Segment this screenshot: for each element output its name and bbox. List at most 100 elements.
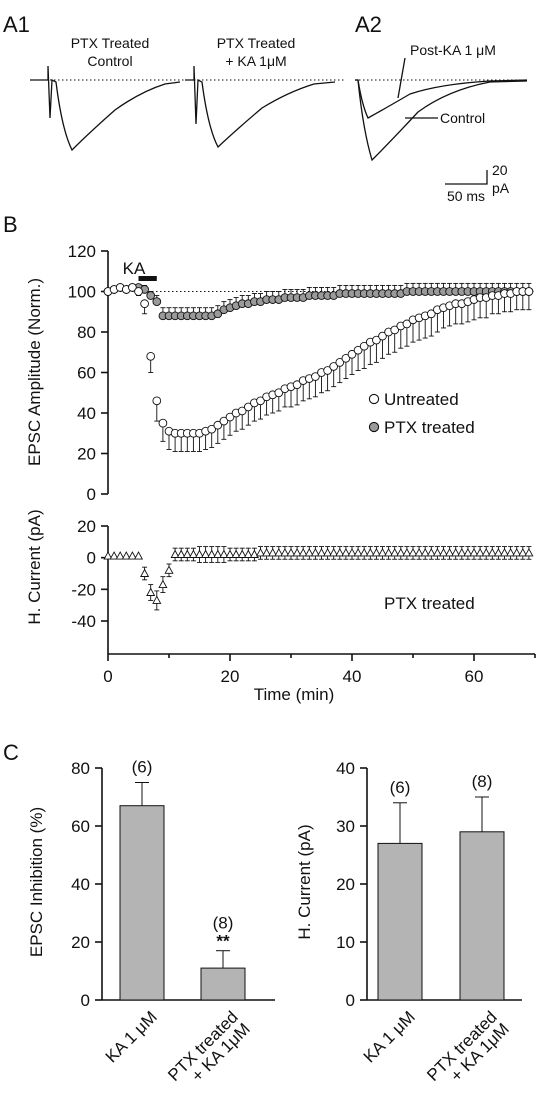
pointer-post-ka: [397, 57, 406, 99]
trace-labels-a1: PTX Treated Control PTX Treated + KA 1μM: [71, 35, 296, 69]
y-tick-label-current: 20: [77, 517, 96, 536]
legend-marker-ptx: [368, 421, 380, 433]
category-label-line-h-current: KA 1 μM: [360, 1007, 419, 1066]
data-point-untreated: [390, 325, 400, 335]
y-tick-label-h-current: 20: [336, 875, 355, 894]
data-point-triangle: [286, 547, 296, 557]
chart-epsc-time-course: EPSC Amplitude (Norm.) 0 20 40 60 80 100 120 K…: [25, 242, 535, 504]
category-label-inhibition: KA 1 μM: [102, 1007, 161, 1066]
epsc-trace-ptx-control: [30, 65, 181, 152]
marks-epsc-time-course: [103, 282, 534, 452]
epsc-traces-a1: [30, 65, 345, 152]
data-point-triangle: [164, 565, 174, 574]
y-tick-label-current: -40: [71, 612, 96, 631]
data-point-triangle: [194, 549, 205, 558]
category-label-h-current: PTX treated+ KA 1μM: [423, 1007, 513, 1085]
y-tick-label-epsc: 60: [77, 364, 96, 383]
data-point-triangle: [445, 547, 455, 557]
y-tick-label-inhibition: 60: [71, 817, 90, 836]
data-point-triangle: [323, 547, 333, 557]
bar-h-current: [377, 842, 423, 1001]
y-tick-label-epsc: 0: [87, 485, 96, 504]
data-point-untreated: [256, 396, 265, 406]
n-label-h-current: (6): [390, 778, 411, 797]
data-point-triangle: [335, 547, 345, 557]
bar-inhibition: [119, 805, 165, 1001]
x-tick-label-time: 0: [103, 667, 112, 686]
x-tick-label-time: 60: [465, 667, 484, 686]
data-point-triangle: [280, 547, 290, 557]
data-point-untreated: [219, 416, 229, 426]
data-point-untreated: [353, 345, 363, 355]
data-point-triangle: [213, 549, 223, 558]
data-point-triangle: [402, 547, 412, 557]
data-point-triangle: [438, 547, 449, 557]
data-point-triangle: [152, 595, 162, 604]
category-label-inhibition: PTX treated+ KA 1μM: [164, 1007, 254, 1085]
axes-current-time-course: -40 -20 0 20 0 20 40 60: [71, 517, 536, 686]
annotation-ptx-treated: PTX treated: [384, 594, 475, 613]
category-label-line-inhibition: KA 1 μM: [102, 1007, 161, 1066]
drug-application-bar: [138, 276, 157, 281]
scale-bar-lines: [445, 170, 488, 185]
data-point-triangle: [359, 547, 369, 557]
x-tick-label-time: 20: [221, 667, 240, 686]
legend-label-untreated: Untreated: [384, 390, 459, 409]
data-point-untreated: [134, 287, 143, 296]
trace-label-ptx-control-line2: Control: [87, 53, 132, 69]
data-point-untreated: [341, 353, 351, 363]
panel-label-b: B: [3, 212, 18, 237]
data-point-triangle: [341, 547, 351, 557]
data-point-triangle: [457, 547, 467, 557]
data-point-triangle: [469, 547, 479, 557]
y-tick-label-inhibition: 20: [71, 933, 90, 952]
data-point-ptx: [146, 291, 156, 300]
data-point-triangle: [176, 549, 186, 558]
data-point-untreated: [323, 366, 332, 375]
data-point-untreated: [243, 402, 253, 412]
label-control: Control: [440, 110, 485, 126]
data-point-untreated: [158, 418, 168, 428]
y-axis-title-h-current: H. Current (pA): [295, 824, 314, 939]
data-point-triangle: [170, 549, 180, 558]
data-point-untreated: [140, 299, 149, 309]
data-point-triangle: [304, 547, 314, 557]
y-tick-label-epsc: 20: [77, 445, 96, 464]
data-point-untreated: [207, 424, 217, 434]
data-point-triangle: [225, 549, 235, 558]
data-point-untreated: [359, 341, 369, 351]
data-point-untreated: [274, 388, 284, 398]
drug-bar-label: KA: [123, 259, 146, 278]
axes-epsc-time-course: 0 20 40 60 80 100 120: [68, 242, 535, 504]
trace-label-ptx-ka-line2: + KA 1μM: [225, 53, 286, 69]
data-point-untreated: [128, 283, 137, 292]
data-point-triangle: [207, 549, 217, 558]
data-point-untreated: [524, 287, 534, 296]
chart-current-time-course: H. Current (pA) -40 -20 0 20 0 20 40 60 PTX tre…: [25, 509, 536, 704]
data-point-triangle: [518, 547, 528, 557]
data-point-triangle: [493, 547, 503, 557]
data-point-untreated: [152, 396, 162, 406]
legend-label-ptx: PTX treated: [384, 418, 475, 437]
data-point-triangle: [426, 547, 436, 557]
data-point-triangle: [377, 547, 388, 557]
data-point-triangle: [524, 547, 534, 557]
data-point-triangle: [243, 549, 253, 558]
marks-current-time-course: [103, 546, 534, 611]
data-point-untreated: [347, 349, 357, 359]
data-point-triangle: [408, 547, 418, 557]
data-point-triangle: [127, 551, 137, 560]
data-point-triangle: [231, 549, 241, 558]
data-point-triangle: [255, 547, 266, 557]
trace-label-ptx-ka-line1: PTX Treated: [217, 35, 296, 51]
n-label-inhibition: (6): [132, 758, 153, 777]
data-point-triangle: [475, 547, 485, 557]
data-point-triangle: [146, 587, 156, 596]
marks-epsc-inhibition: (6) KA 1 μM **(8) PTX treated+ KA 1μM: [102, 758, 254, 1086]
y-tick-label-h-current: 0: [346, 991, 355, 1010]
marks-h-current-bars: (6) KA 1 μM (8) PTX treated+ KA 1μM: [360, 772, 513, 1086]
data-point-triangle: [347, 547, 357, 557]
y-tick-label-current: -20: [71, 580, 96, 599]
y-tick-label-inhibition: 80: [71, 759, 90, 778]
data-point-untreated: [311, 372, 320, 381]
